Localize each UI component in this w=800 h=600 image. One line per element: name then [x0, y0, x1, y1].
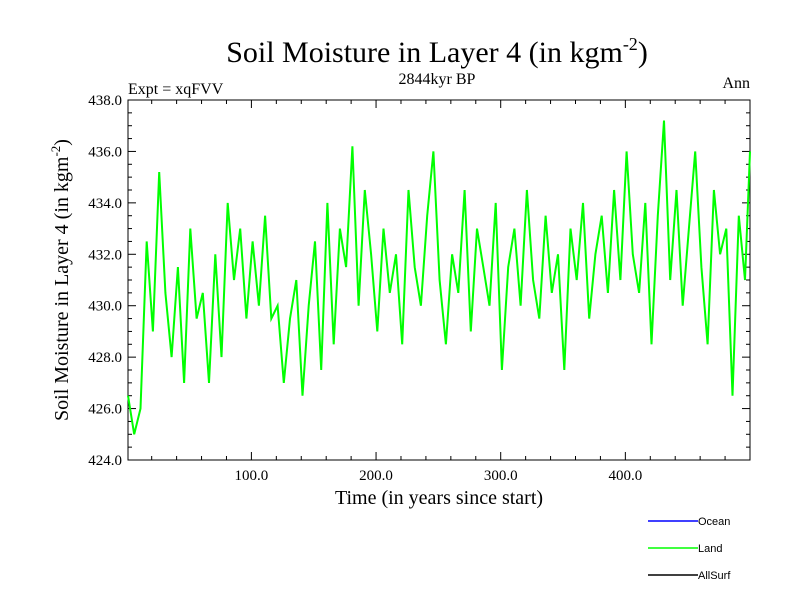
y-tick-label: 428.0 — [88, 350, 122, 366]
x-axis-ticks: 100.0 200.0 300.0 400.0 — [151, 100, 726, 484]
y-tick-label: 438.0 — [88, 93, 122, 109]
y-axis-label-text: Soil Moisture in Layer 4 (in kgm — [51, 156, 73, 421]
legend-label-allsurf: AllSurf — [698, 570, 731, 582]
x-tick-label: 400.0 — [608, 468, 642, 484]
chart-title: Soil Moisture in Layer 4 (in kgm-2) — [226, 34, 648, 69]
y-tick-label: 432.0 — [88, 247, 122, 263]
x-tick-label: 100.0 — [235, 468, 269, 484]
season-label: Ann — [722, 75, 750, 92]
legend-label-land: Land — [698, 543, 722, 555]
chart-subtitle: 2844kyr BP — [399, 71, 476, 88]
x-tick-label: 300.0 — [484, 468, 518, 484]
y-tick-label: 430.0 — [88, 299, 122, 315]
y-tick-label: 426.0 — [88, 402, 122, 418]
legend: Ocean Land AllSurf — [648, 516, 731, 582]
experiment-label: Expt = xqFVV — [128, 81, 224, 98]
x-tick-label: 200.0 — [359, 468, 393, 484]
y-axis-label-close: ) — [51, 139, 73, 146]
y-tick-label: 434.0 — [88, 196, 122, 212]
chart-title-superscript: -2 — [623, 34, 638, 54]
y-tick-label: 436.0 — [88, 144, 122, 160]
y-axis-label-superscript: -2 — [48, 146, 63, 157]
legend-label-ocean: Ocean — [698, 516, 730, 528]
y-axis-label: Soil Moisture in Layer 4 (in kgm-2) — [48, 139, 73, 421]
chart-title-close: ) — [638, 36, 648, 69]
series-line-land — [127, 120, 751, 435]
y-tick-label: 424.0 — [88, 453, 122, 469]
y-axis-ticks: 424.0 426.0 428.0 430.0 432.0 434.0 436.0 438.0 — [88, 93, 750, 469]
chart-title-text: Soil Moisture in Layer 4 (in kgm — [226, 36, 623, 69]
x-axis-label: Time (in years since start) — [335, 487, 543, 509]
